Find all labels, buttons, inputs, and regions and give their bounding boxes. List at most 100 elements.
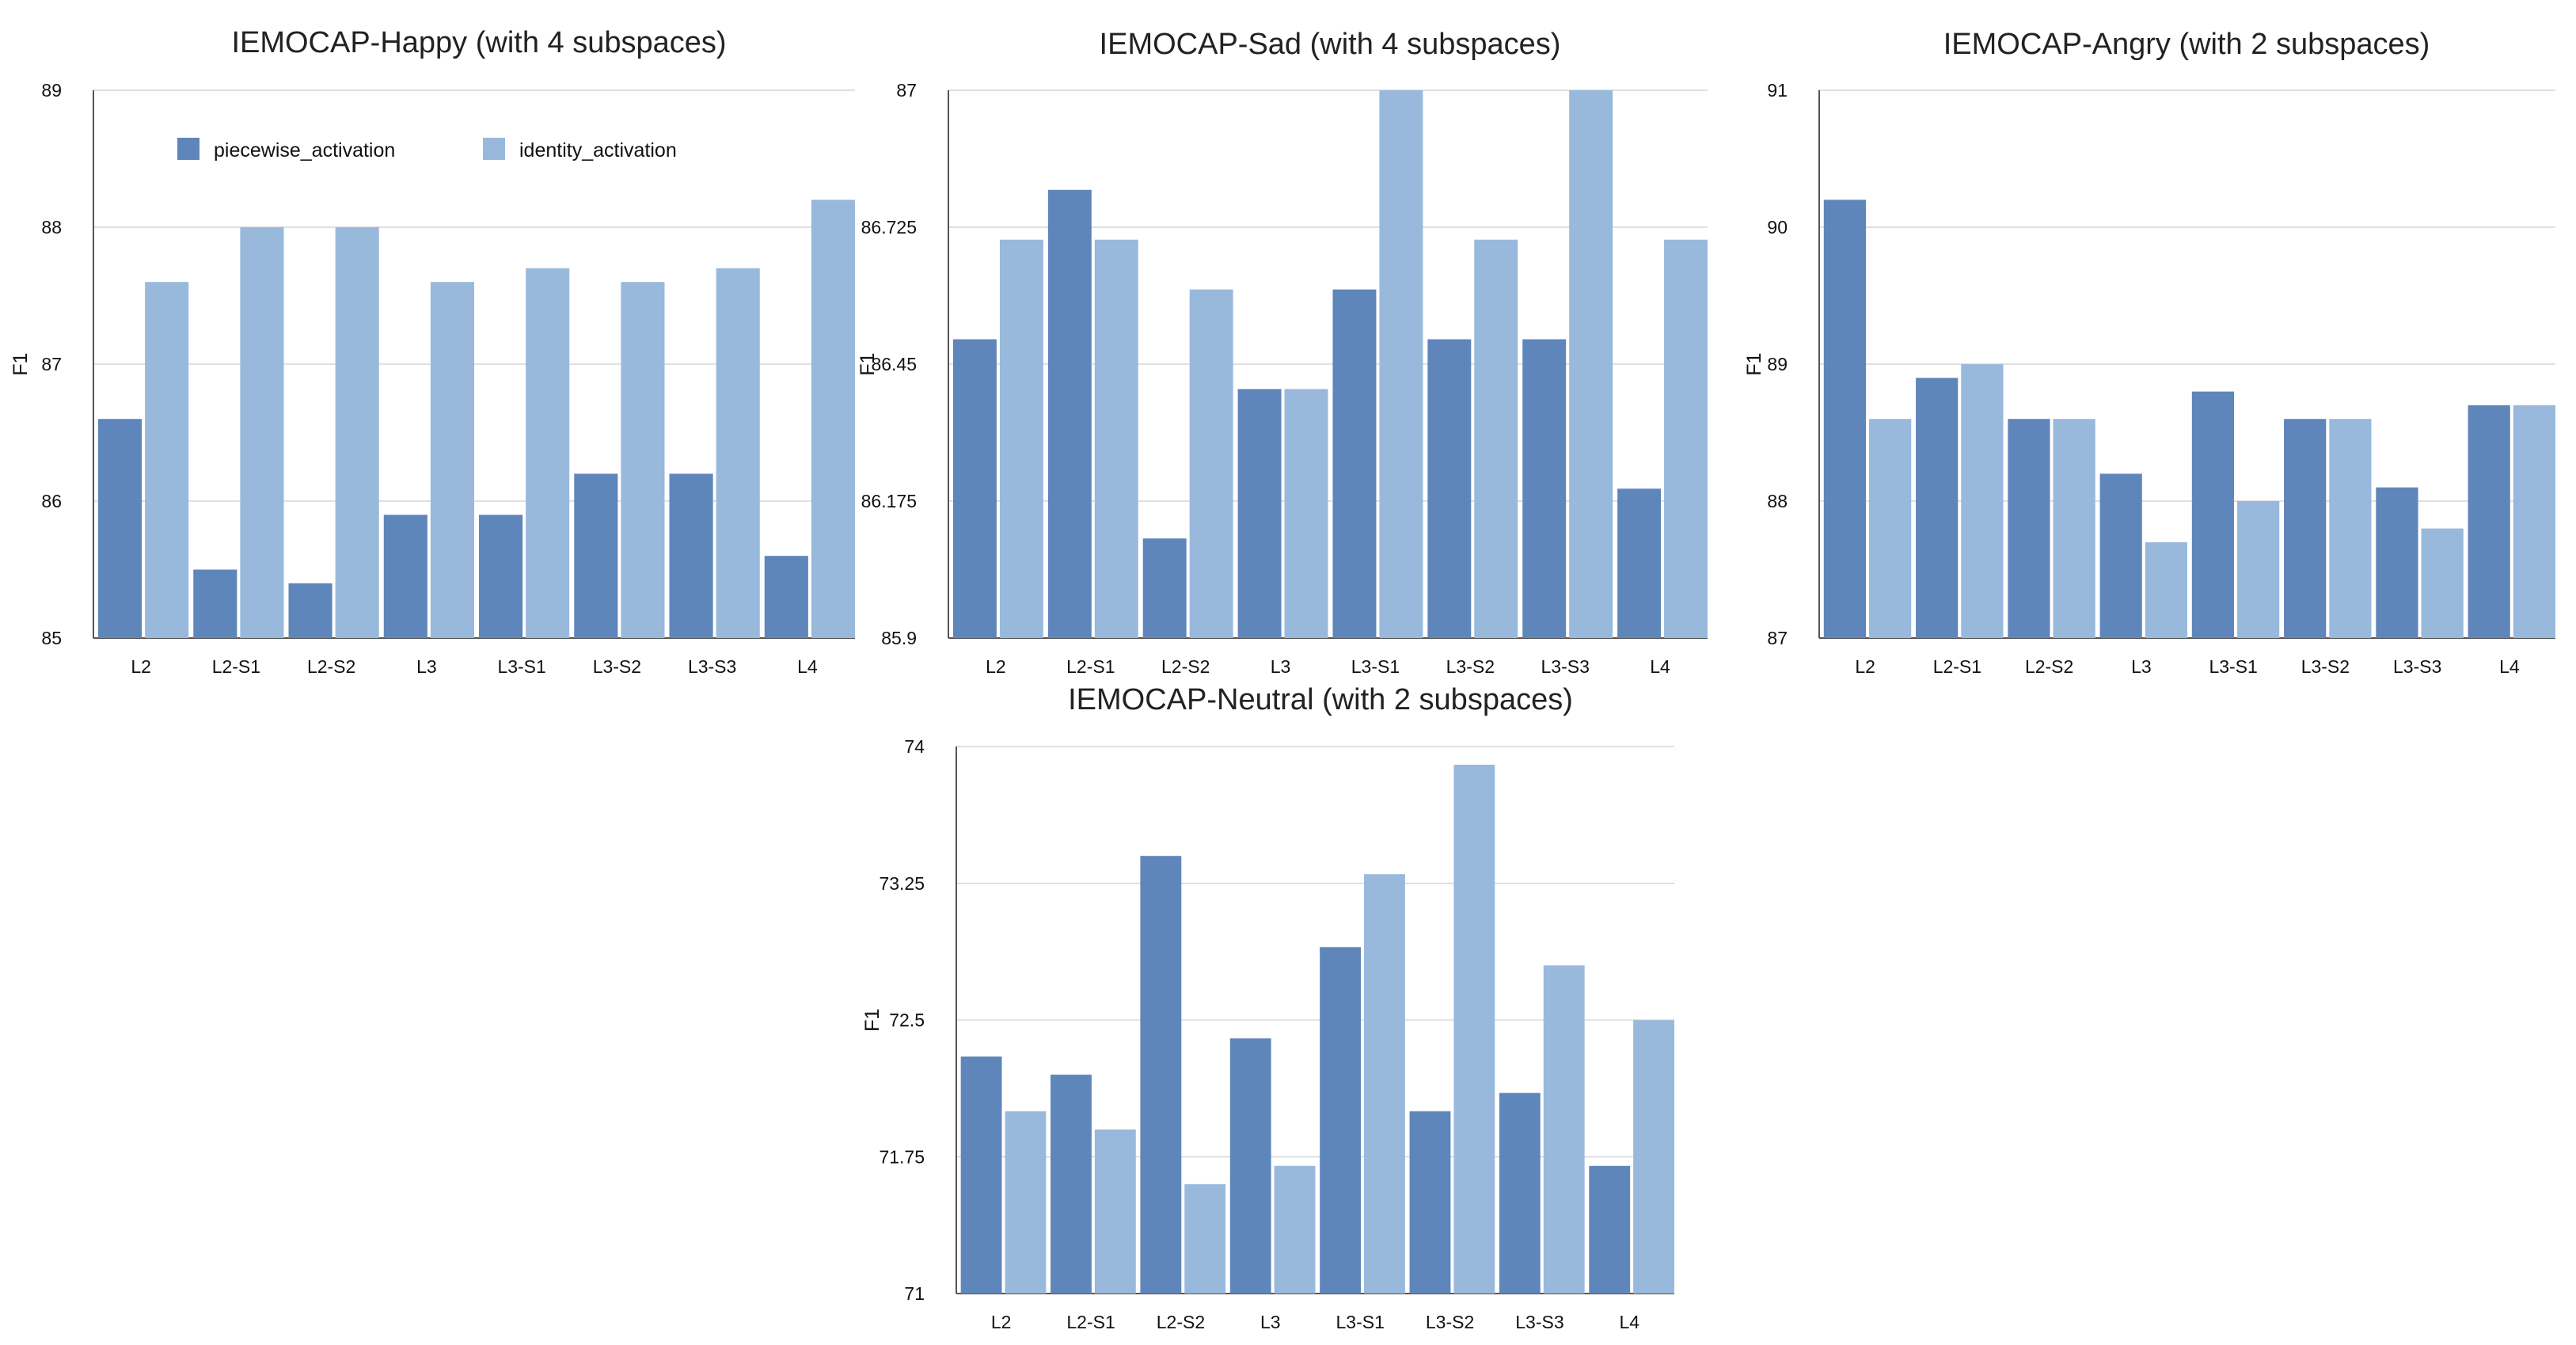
bar-piecewise-activation-l2 [1823, 199, 1867, 638]
legend: piecewise_activation identity_activation [177, 138, 677, 161]
chart-panel-2: 85.9 86.175 86.45 86.725 87 L2 L2-S1 L2-S2 L3 L3-… [857, 28, 1708, 677]
bar-piecewise-activation-l2-s2 [2008, 419, 2050, 638]
bar-piecewise-activation-l2-s1 [1047, 189, 1092, 638]
y-tick-label: 88 [41, 217, 62, 237]
bar-identity-activation-l3-s3 [716, 268, 760, 638]
bar-piecewise-activation-l3-s1 [1332, 289, 1377, 638]
y-tick-label: 86.175 [861, 491, 917, 511]
bar-piecewise-activation-l2 [960, 1056, 1002, 1294]
x-tick-label: L2 [986, 656, 1006, 677]
bar-identity-activation-l2-s2 [335, 227, 379, 638]
y-tick-label: 89 [41, 80, 62, 101]
y-tick-label: 85.9 [881, 628, 917, 648]
bar-identity-activation-l3-s1 [1364, 874, 1405, 1294]
x-tick-label: L3-S3 [1515, 1312, 1563, 1332]
y-tick-label: 91 [1767, 80, 1788, 101]
y-tick-label: 87 [41, 354, 62, 374]
y-tick-label: 88 [1767, 491, 1788, 511]
bar-piecewise-activation-l3-s2 [1427, 339, 1472, 638]
bar-identity-activation-l3-s3 [1543, 965, 1585, 1294]
bar-identity-activation-l2 [1005, 1111, 1047, 1294]
bar-piecewise-activation-l2 [98, 419, 142, 638]
x-tick-label: L3 [2131, 656, 2152, 677]
bar-piecewise-activation-l3 [2099, 473, 2142, 638]
x-tick-label: L2-S1 [1933, 656, 1981, 677]
bar-identity-activation-l3 [2145, 541, 2187, 638]
x-tick-label: L2 [131, 656, 151, 677]
x-tick-label: L2-S2 [1161, 656, 1210, 677]
legend-label-identity-activation: identity_activation [519, 139, 677, 161]
x-tick-label: L4 [1620, 1312, 1640, 1332]
chart-panel-1: 85 86 87 88 89 L2 L2-S1 L2-S2 L3 L3-S1 L3-S2 L3-S3 L… [9, 26, 855, 677]
bar-identity-activation-l3-s1 [2237, 501, 2280, 638]
chart-title: IEMOCAP-Angry (with 2 subspaces) [1943, 28, 2430, 61]
y-tick-label: 90 [1767, 217, 1788, 237]
bar-identity-activation-l3-s2 [1474, 239, 1518, 638]
bar-piecewise-activation-l3-s3 [669, 473, 713, 638]
y-tick-label: 73.25 [879, 873, 925, 894]
y-tick-label: 89 [1767, 354, 1788, 374]
x-tick-label: L2-S1 [1066, 656, 1115, 677]
bar-piecewise-activation-l4 [764, 556, 808, 638]
y-tick-label: 87 [1767, 628, 1788, 648]
legend-label-piecewise-activation: piecewise_activation [214, 139, 395, 161]
x-tick-label: L2 [1855, 656, 1875, 677]
bar-identity-activation-l3-s2 [1453, 765, 1495, 1294]
bar-piecewise-activation-l2 [952, 339, 997, 638]
x-tick-label: L2-S2 [1157, 1312, 1205, 1332]
chart-title: IEMOCAP-Happy (with 4 subspaces) [231, 26, 726, 59]
x-tick-label: L2-S2 [2025, 656, 2073, 677]
legend-swatch-piecewise-activation [177, 138, 199, 160]
bar-piecewise-activation-l4 [2468, 405, 2510, 638]
bar-identity-activation-l3-s2 [2329, 419, 2372, 638]
y-tick-label: 85 [41, 628, 62, 648]
y-tick-label: 71.75 [879, 1146, 925, 1167]
bar-identity-activation-l2-s1 [1094, 1129, 1136, 1294]
bar-identity-activation-l3 [1274, 1165, 1316, 1294]
x-tick-label: L2-S1 [212, 656, 260, 677]
y-tick-label: 86.45 [871, 354, 917, 374]
x-tick-label: L3-S3 [2393, 656, 2441, 677]
bar-piecewise-activation-l4 [1589, 1165, 1631, 1294]
bar-identity-activation-l4 [1633, 1020, 1674, 1294]
x-tick-label: L3-S2 [593, 656, 641, 677]
bar-piecewise-activation-l3-s2 [1409, 1111, 1451, 1294]
bar-piecewise-activation-l4 [1617, 488, 1662, 638]
chart-title: IEMOCAP-Neutral (with 2 subspaces) [1068, 683, 1573, 716]
bar-identity-activation-l3-s3 [2421, 528, 2464, 638]
bar-piecewise-activation-l2-s2 [288, 583, 332, 638]
bar-identity-activation-l4 [2513, 405, 2555, 638]
bar-identity-activation-l2-s2 [2053, 419, 2095, 638]
bar-identity-activation-l4 [1664, 239, 1708, 638]
bar-identity-activation-l2 [1869, 419, 1912, 638]
y-axis-label: F1 [1743, 352, 1765, 375]
bar-identity-activation-l2-s1 [240, 227, 284, 638]
x-tick-label: L3-S2 [1446, 656, 1495, 677]
bar-piecewise-activation-l3-s2 [2284, 419, 2327, 638]
bar-piecewise-activation-l3-s3 [1522, 339, 1567, 638]
x-tick-label: L4 [797, 656, 818, 677]
x-tick-label: L3 [416, 656, 437, 677]
chart-title: IEMOCAP-Sad (with 4 subspaces) [1100, 28, 1561, 61]
x-tick-label: L3-S2 [2301, 656, 2350, 677]
y-tick-label: 72.5 [889, 1010, 925, 1031]
x-tick-label: L3-S1 [1351, 656, 1400, 677]
x-tick-label: L2 [991, 1312, 1012, 1332]
legend-swatch-identity-activation [483, 138, 505, 160]
x-tick-label: L4 [1650, 656, 1670, 677]
bar-identity-activation-l3 [1284, 389, 1328, 638]
bar-piecewise-activation-l3-s1 [2191, 391, 2235, 638]
bar-piecewise-activation-l3-s1 [479, 515, 523, 638]
x-tick-label: L3 [1271, 656, 1291, 677]
bar-piecewise-activation-l3 [1237, 389, 1282, 638]
x-tick-label: L2-S2 [307, 656, 355, 677]
bar-piecewise-activation-l2-s1 [1916, 378, 1959, 638]
bar-identity-activation-l2 [999, 239, 1043, 638]
bar-piecewise-activation-l3-s1 [1320, 947, 1362, 1294]
y-tick-label: 71 [904, 1283, 925, 1304]
x-tick-label: L3-S2 [1426, 1312, 1474, 1332]
bar-piecewise-activation-l2-s2 [1142, 538, 1187, 638]
bar-identity-activation-l2-s2 [1189, 289, 1233, 638]
y-axis-label: F1 [861, 1009, 883, 1032]
